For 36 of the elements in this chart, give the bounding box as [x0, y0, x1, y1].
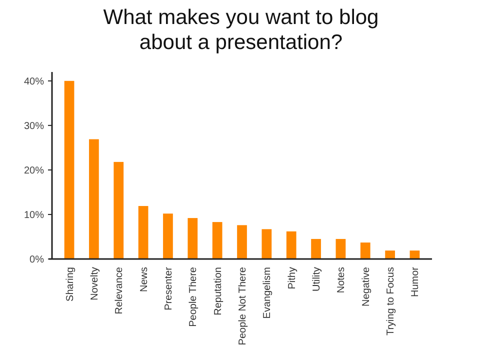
x-tick-label: Pithy [286, 267, 298, 290]
x-tick-label: Trying to Focus [386, 267, 397, 336]
bar [385, 250, 395, 259]
bar [163, 214, 173, 259]
bar [410, 250, 420, 259]
bar [89, 139, 99, 259]
x-tick-label: Humor [410, 266, 422, 298]
x-tick-label: Relevance [114, 266, 126, 314]
y-tick-label: 20% [24, 165, 44, 176]
chart-title: What makes you want to blog about a presentation? [103, 6, 379, 54]
bar [188, 218, 198, 259]
x-tick-label: Utility [312, 267, 323, 292]
bar [138, 206, 148, 259]
x-tick-label: Evangelism [262, 267, 274, 319]
x-tick-label: Negative [360, 266, 372, 306]
bar [114, 162, 124, 259]
x-tick-label: People Not There [238, 266, 248, 346]
bar [212, 222, 222, 259]
x-tick-label: People There [188, 266, 200, 327]
bar [286, 231, 296, 259]
x-tick-label: Reputation [212, 267, 224, 316]
bar [360, 242, 370, 259]
x-tick-label: Notes [336, 267, 348, 294]
y-tick-label: 0% [30, 254, 44, 266]
y-tick-label: 40% [24, 76, 44, 88]
bar [64, 80, 74, 259]
x-tick-label: Sharing [64, 267, 76, 302]
x-tick-label: Novelty [89, 267, 100, 300]
bar [237, 225, 247, 259]
bar [262, 229, 272, 259]
x-tick-label: News [138, 267, 150, 292]
y-tick-label: 30% [24, 120, 44, 132]
y-tick-label: 10% [24, 210, 44, 221]
bar [336, 238, 346, 259]
x-tick-label: Presenter [163, 266, 174, 310]
bar [311, 238, 321, 259]
